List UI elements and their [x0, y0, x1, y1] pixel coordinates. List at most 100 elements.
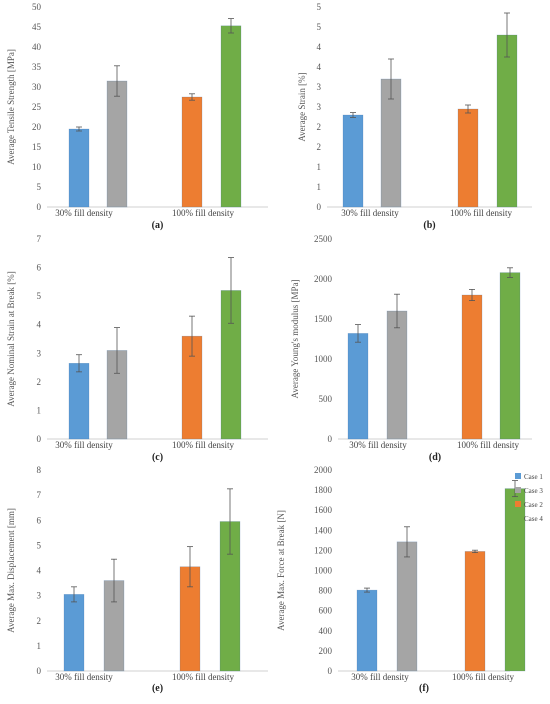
- y-tick-label: 2000: [314, 465, 333, 475]
- category-label: 30% fill density: [55, 440, 113, 450]
- y-tick-label: 7: [37, 490, 42, 500]
- category-label: 100% fill density: [450, 208, 512, 218]
- legend-swatch: [515, 515, 521, 521]
- y-axis-label: Average Young's modulus [MPa]: [290, 280, 300, 399]
- y-tick-label: 400: [319, 626, 333, 636]
- y-tick-label: 1200: [314, 545, 333, 555]
- y-tick-label: 1600: [314, 505, 333, 515]
- y-tick-label: 30: [32, 82, 42, 92]
- y-tick-label: 0: [37, 666, 42, 676]
- chart-panel-2: 0 1 1 2 2 3 3 4 4 5 5 30% fill density 100% fill den…: [297, 2, 532, 231]
- chart-panel-6: 0 200 400 600 800 1000 1200 1400 1600 1800 2000 30%…: [276, 465, 526, 694]
- category-label: 30% fill density: [55, 672, 113, 682]
- y-tick-label: 5: [317, 22, 322, 32]
- legend-label: Case 4: [524, 515, 543, 523]
- chart-panel-1: 0 5 10 15 20 25 30 35 40 45 50 30% fill density 100%…: [6, 2, 268, 231]
- y-axis-label: Average Max. Displacement [mm]: [6, 508, 16, 633]
- y-tick-label: 2500: [314, 234, 333, 244]
- y-tick-label: 0: [37, 434, 42, 444]
- legend: Case 1 Case 3 Case 2 Case 4: [515, 473, 543, 523]
- y-tick-label: 200: [319, 646, 333, 656]
- legend-label: Case 1: [524, 473, 543, 481]
- y-tick-label: 4: [37, 320, 42, 330]
- category-label: 100% fill density: [172, 208, 234, 218]
- y-tick-label: 1: [317, 162, 322, 172]
- category-label: 30% fill density: [55, 208, 113, 218]
- bar-case-2: [457, 108, 479, 208]
- bar-case-1: [68, 128, 90, 208]
- y-tick-label: 3: [317, 102, 322, 112]
- y-tick-label: 5: [317, 2, 322, 12]
- legend-label: Case 3: [524, 487, 543, 495]
- y-tick-label: 6: [37, 263, 42, 273]
- legend-swatch: [515, 487, 521, 493]
- y-tick-label: 6: [37, 515, 42, 525]
- y-tick-label: 1000: [314, 354, 333, 364]
- y-tick-label: 800: [319, 586, 333, 596]
- y-tick-label: 50: [32, 2, 42, 12]
- y-tick-label: 45: [32, 22, 42, 32]
- category-label: 100% fill density: [172, 440, 234, 450]
- y-tick-label: 5: [37, 291, 42, 301]
- y-tick-label: 40: [32, 42, 42, 52]
- bar-case-3: [396, 541, 418, 672]
- y-tick-label: 4: [37, 566, 42, 576]
- panel-label: (c): [152, 452, 163, 463]
- legend-swatch: [515, 473, 521, 479]
- bar-case-1: [356, 589, 378, 672]
- y-tick-label: 1800: [314, 485, 333, 495]
- chart-panel-5: 0 1 2 3 4 5 6 7 8 30% fill density 100% fill densi…: [6, 465, 268, 694]
- y-axis-label: Average Nominal Strain at Break [%]: [6, 271, 16, 407]
- y-axis-label: Average Tensile Strength [MPa]: [6, 49, 16, 165]
- y-tick-label: 3: [37, 348, 42, 358]
- bar-case-4: [499, 272, 521, 440]
- bar-case-2: [461, 294, 483, 440]
- bar-case-4: [496, 34, 518, 208]
- y-tick-label: 2: [317, 142, 322, 152]
- panel-label: (d): [429, 452, 441, 463]
- y-tick-label: 2: [317, 122, 322, 132]
- y-tick-label: 2: [37, 377, 42, 387]
- bar-case-2: [464, 551, 486, 672]
- y-tick-label: 0: [37, 202, 42, 212]
- panel-label: (a): [152, 220, 164, 231]
- y-tick-label: 4: [317, 42, 322, 52]
- y-tick-label: 3: [37, 591, 42, 601]
- category-label: 30% fill density: [351, 672, 409, 682]
- bar-case-3: [386, 310, 408, 440]
- y-tick-label: 15: [32, 142, 42, 152]
- y-tick-label: 7: [37, 234, 42, 244]
- panel-label: (e): [152, 683, 163, 694]
- y-tick-label: 8: [37, 465, 42, 475]
- y-tick-label: 0: [328, 434, 333, 444]
- bar-case-1: [342, 114, 364, 208]
- y-tick-label: 1400: [314, 525, 333, 535]
- bar-case-3: [106, 80, 128, 208]
- bar-case-1: [63, 594, 85, 672]
- category-label: 100% fill density: [172, 672, 234, 682]
- y-tick-label: 1: [37, 405, 42, 415]
- y-tick-label: 2000: [314, 274, 333, 284]
- y-tick-label: 5: [37, 540, 42, 550]
- y-tick-label: 20: [32, 122, 42, 132]
- y-tick-label: 10: [32, 162, 42, 172]
- category-label: 100% fill density: [457, 440, 519, 450]
- panel-label: (f): [419, 683, 429, 694]
- legend-swatch: [515, 501, 521, 507]
- y-tick-label: 1500: [314, 314, 333, 324]
- y-tick-label: 1000: [314, 566, 333, 576]
- bar-case-4: [220, 25, 242, 208]
- panel-label: (b): [423, 220, 435, 231]
- bar-case-2: [181, 96, 203, 208]
- y-tick-label: 5: [37, 182, 42, 192]
- y-tick-label: 500: [319, 394, 333, 404]
- category-label: 100% fill density: [452, 672, 514, 682]
- y-tick-label: 4: [317, 62, 322, 72]
- category-label: 30% fill density: [341, 208, 399, 218]
- y-tick-label: 600: [319, 606, 333, 616]
- y-tick-label: 1: [37, 641, 42, 651]
- y-axis-label: Average Max. Force at Break [N]: [276, 510, 286, 631]
- y-tick-label: 1: [317, 182, 322, 192]
- y-tick-label: 3: [317, 82, 322, 92]
